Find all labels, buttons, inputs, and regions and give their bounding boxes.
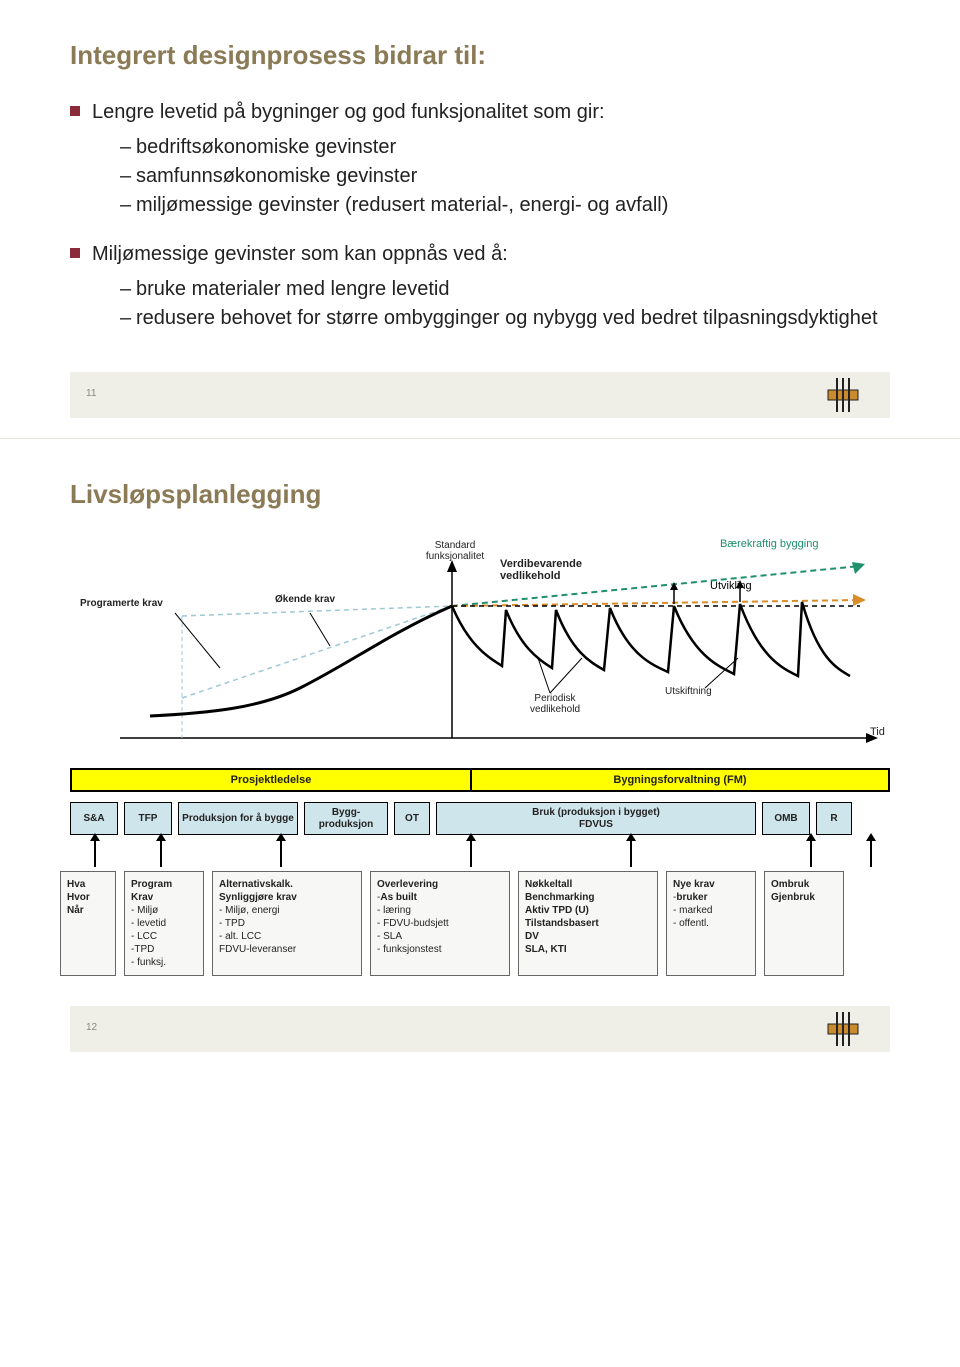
sub-item-text: bedriftsøkonomiske gevinster — [136, 134, 396, 161]
arrow-up-icon — [870, 839, 872, 867]
note-box: Overlevering-As built- læring- FDVU-buds… — [370, 871, 510, 976]
label-utskiftning: Utskiftning — [665, 686, 712, 697]
sub-item-text: miljømessige gevinster (redusert materia… — [136, 192, 668, 219]
note-box: Alternativskalk.Synliggjøre krav- Miljø,… — [212, 871, 362, 976]
phase-bar: ProsjektledelseBygningsforvaltning (FM) — [70, 768, 890, 792]
arrow-up-icon — [160, 839, 162, 867]
note-box: HvaHvorNår — [60, 871, 116, 976]
bullet-item: Miljømessige gevinster som kan oppnås ve… — [70, 241, 890, 268]
label-programerte-krav: Programerte krav — [80, 598, 163, 609]
dash-icon: – — [120, 305, 136, 332]
arrow-up-icon — [94, 839, 96, 867]
note-box: Nye krav-bruker- marked- offentl. — [666, 871, 756, 976]
label-okende-krav: Økende krav — [275, 594, 335, 605]
stage-box: R — [816, 802, 852, 835]
slide2-footer: 12 — [70, 1006, 890, 1052]
square-bullet-icon — [70, 106, 80, 116]
arrow-up-row — [70, 835, 890, 871]
label-periodisk: Periodisk vedlikehold — [510, 693, 600, 715]
stage-box: Bygg- produksjon — [304, 802, 388, 835]
bullet-item: Lengre levetid på bygninger og god funks… — [70, 99, 890, 126]
sub-item: –bedriftsøkonomiske gevinster — [120, 134, 890, 161]
sub-item: –bruke materialer med lengre levetid — [120, 276, 890, 303]
phase-segment: Prosjektledelse — [72, 770, 472, 790]
sub-list: –bedriftsøkonomiske gevinster–samfunnsøk… — [120, 134, 890, 219]
stage-box: OT — [394, 802, 430, 835]
note-box: NøkkeltallBenchmarkingAktiv TPD (U)Tilst… — [518, 871, 658, 976]
dash-icon: – — [120, 134, 136, 161]
arrow-up-icon — [470, 839, 472, 867]
bullet-text: Miljømessige gevinster som kan oppnås ve… — [92, 241, 508, 268]
label-standard: Standard funksjonalitet — [415, 540, 495, 562]
slide1-title: Integrert designprosess bidrar til: — [70, 40, 890, 71]
logo-icon — [826, 376, 860, 419]
stage-box: OMB — [762, 802, 810, 835]
square-bullet-icon — [70, 248, 80, 258]
note-box: OmbrukGjenbruk — [764, 871, 844, 976]
page-number: 12 — [86, 1022, 97, 1033]
sub-item-text: bruke materialer med lengre levetid — [136, 276, 450, 303]
note-box: ProgramKrav- Miljø- levetid- LCC-TPD- fu… — [124, 871, 204, 976]
label-tid: Tid — [870, 726, 885, 738]
stage-box: TFP — [124, 802, 172, 835]
label-baerekraftig: Bærekraftig bygging — [720, 538, 830, 550]
label-verdibevarende: Verdibevarende vedlikehold — [500, 558, 620, 582]
logo-icon — [826, 1010, 860, 1053]
sub-item: –miljømessige gevinster (redusert materi… — [120, 192, 890, 219]
bullet-text: Lengre levetid på bygninger og god funks… — [92, 99, 605, 126]
slide-1: Integrert designprosess bidrar til: Leng… — [0, 0, 960, 438]
stage-row: S&ATFPProduksjon for å byggeBygg- produk… — [70, 802, 890, 835]
arrow-up-icon — [630, 839, 632, 867]
sub-list: –bruke materialer med lengre levetid–red… — [120, 276, 890, 332]
slide1-footer: 11 — [70, 372, 890, 418]
dash-icon: – — [120, 163, 136, 190]
arrow-up-icon — [810, 839, 812, 867]
arrow-up-icon — [280, 839, 282, 867]
phase-segment: Bygningsforvaltning (FM) — [472, 770, 888, 790]
stage-box: Produksjon for å bygge — [178, 802, 298, 835]
page-number: 11 — [86, 388, 96, 399]
sub-item-text: samfunnsøkonomiske gevinster — [136, 163, 417, 190]
stage-box: Bruk (produksjon i bygget) FDVUS — [436, 802, 756, 835]
sub-item: –redusere behovet for større ombygginger… — [120, 305, 890, 332]
stage-box: S&A — [70, 802, 118, 835]
slide-2: Livsløpsplanlegging — [0, 439, 960, 1072]
dash-icon: – — [120, 276, 136, 303]
lifecycle-chart: Programerte krav Økende krav Standard fu… — [70, 538, 890, 768]
label-utvikling: Utvikling — [710, 580, 752, 592]
slide2-title: Livsløpsplanlegging — [70, 479, 890, 510]
note-row: HvaHvorNårProgramKrav- Miljø- levetid- L… — [60, 871, 920, 976]
sub-item: –samfunnsøkonomiske gevinster — [120, 163, 890, 190]
sub-item-text: redusere behovet for større ombygginger … — [136, 305, 878, 332]
dash-icon: – — [120, 192, 136, 219]
